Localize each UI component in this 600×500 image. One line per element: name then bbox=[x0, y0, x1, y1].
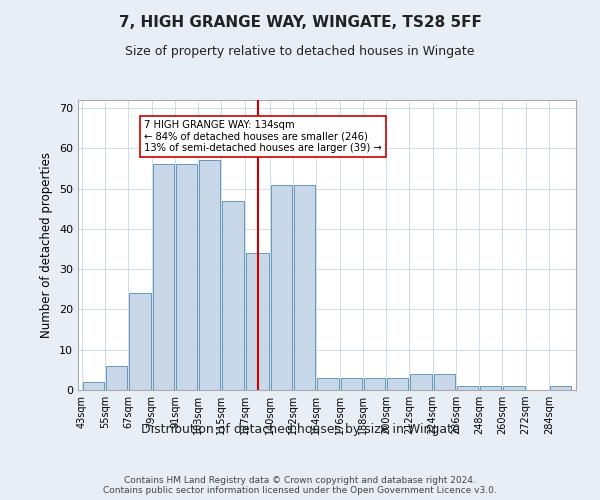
Text: Distribution of detached houses by size in Wingate: Distribution of detached houses by size … bbox=[140, 422, 460, 436]
Text: Contains public sector information licensed under the Open Government Licence v3: Contains public sector information licen… bbox=[103, 486, 497, 495]
Bar bbox=[223, 200, 244, 390]
Text: 7, HIGH GRANGE WAY, WINGATE, TS28 5FF: 7, HIGH GRANGE WAY, WINGATE, TS28 5FF bbox=[119, 15, 481, 30]
Text: Contains HM Land Registry data © Crown copyright and database right 2024.: Contains HM Land Registry data © Crown c… bbox=[124, 476, 476, 485]
Bar bbox=[550, 386, 571, 390]
Bar bbox=[106, 366, 127, 390]
Bar bbox=[294, 184, 316, 390]
Text: 7 HIGH GRANGE WAY: 134sqm
← 84% of detached houses are smaller (246)
13% of semi: 7 HIGH GRANGE WAY: 134sqm ← 84% of detac… bbox=[144, 120, 382, 154]
Bar bbox=[387, 378, 409, 390]
Text: Size of property relative to detached houses in Wingate: Size of property relative to detached ho… bbox=[125, 45, 475, 58]
Bar bbox=[130, 294, 151, 390]
Bar bbox=[152, 164, 174, 390]
Bar bbox=[457, 386, 478, 390]
Bar bbox=[434, 374, 455, 390]
Bar bbox=[364, 378, 385, 390]
Bar bbox=[341, 378, 362, 390]
Bar bbox=[176, 164, 197, 390]
Bar bbox=[317, 378, 338, 390]
Bar bbox=[245, 253, 269, 390]
Bar bbox=[410, 374, 431, 390]
Bar bbox=[503, 386, 524, 390]
Bar bbox=[199, 160, 220, 390]
Bar bbox=[83, 382, 104, 390]
Bar bbox=[271, 184, 292, 390]
Y-axis label: Number of detached properties: Number of detached properties bbox=[40, 152, 53, 338]
Bar bbox=[480, 386, 502, 390]
